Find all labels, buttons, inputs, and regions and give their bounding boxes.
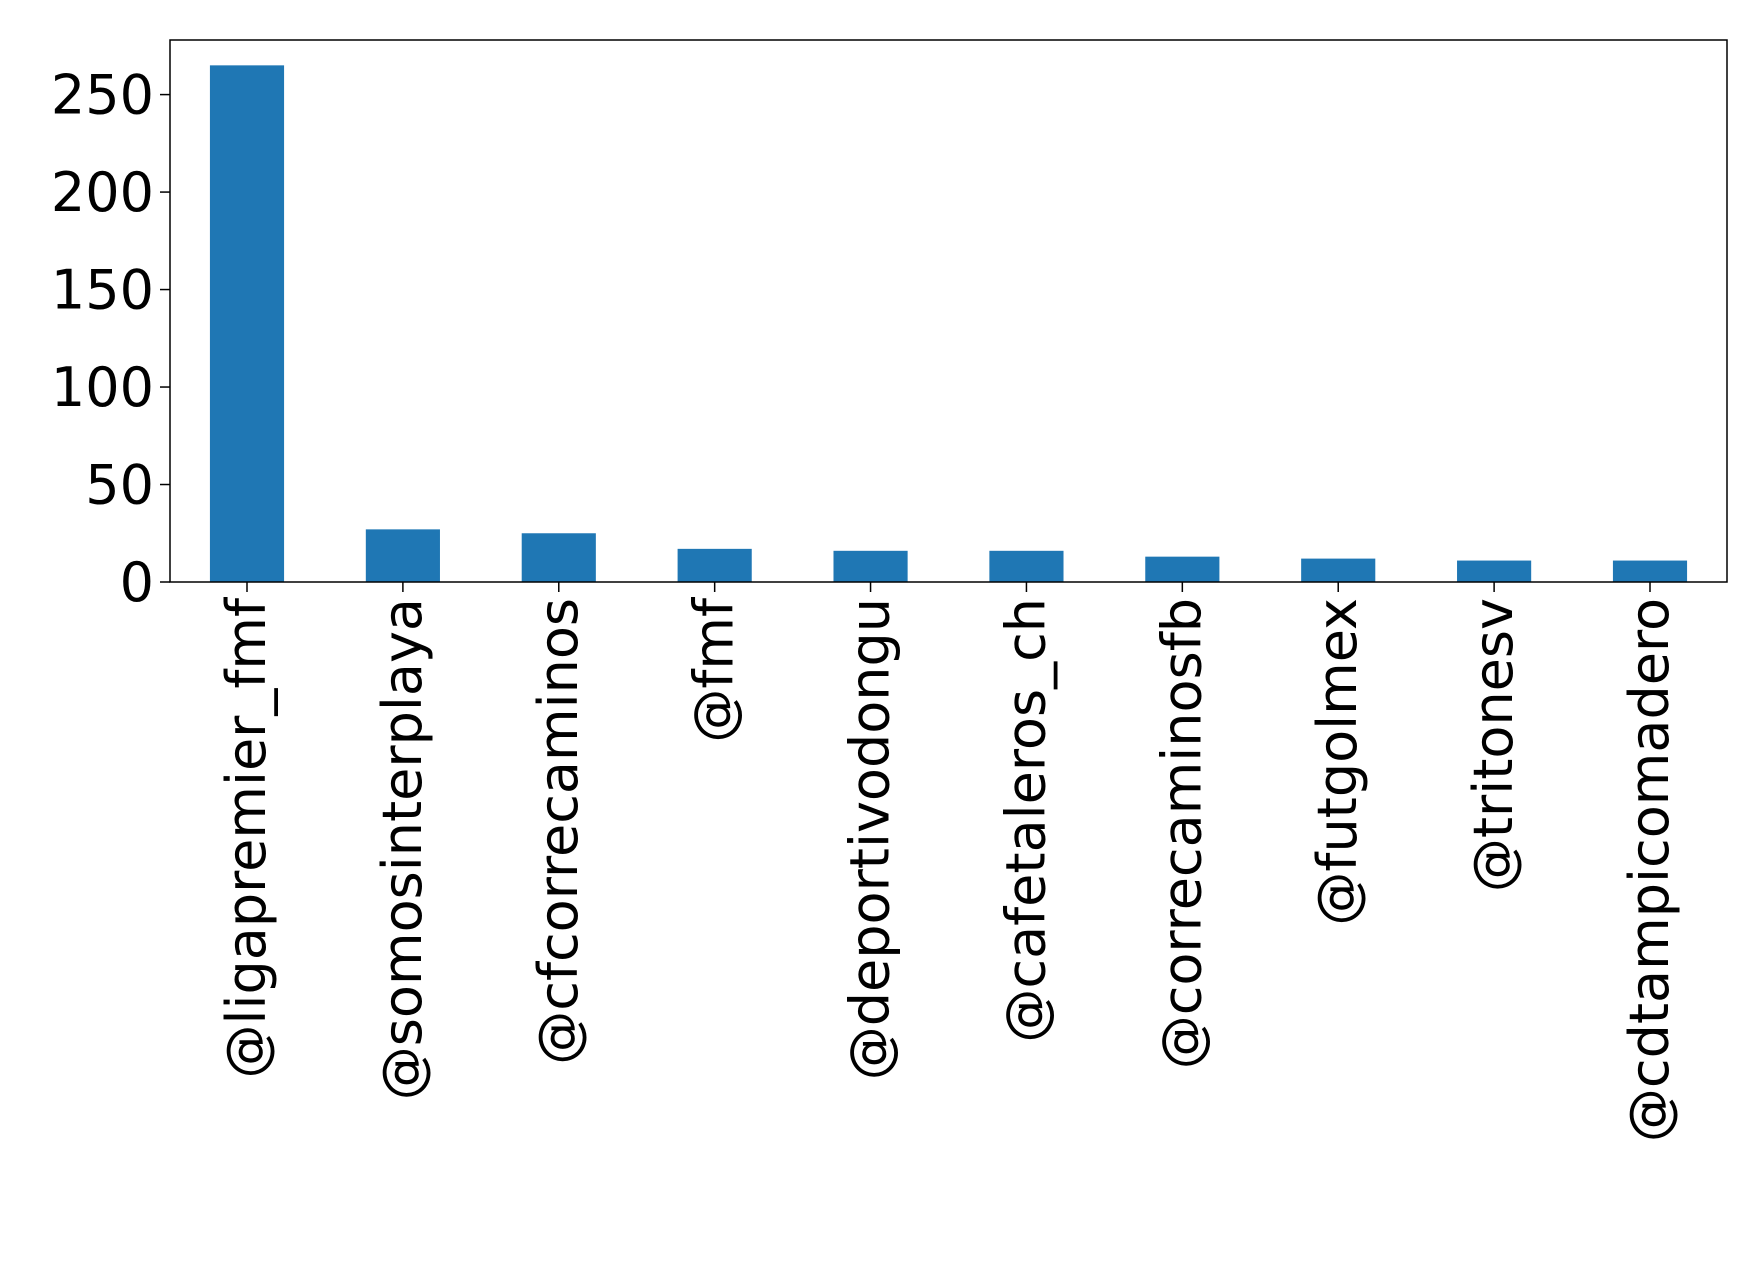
y-tick-label: 250 <box>51 64 154 127</box>
bar-cdtampicomadero <box>1612 560 1688 582</box>
bar-ligapremier-fmf <box>209 65 285 582</box>
x-axis: @ligapremier_fmf @somosinterplaya @cfcorre… <box>215 582 1681 1142</box>
x-tick-label: @cfcorrecaminos <box>527 598 590 1065</box>
x-tick-label: @deportivodongu <box>839 598 902 1080</box>
plot-frame <box>169 39 1728 583</box>
y-tick-label: 50 <box>85 454 154 517</box>
x-tick-label: @fmf <box>683 596 746 743</box>
x-tick-label: @cafetaleros_ch <box>994 598 1057 1043</box>
bar-cafetaleros-ch <box>989 550 1064 582</box>
bar-fmf <box>677 548 752 582</box>
y-tick-label: 200 <box>51 161 154 224</box>
x-tick-label: @ligapremier_fmf <box>215 596 278 1079</box>
bar-tritonesv <box>1457 560 1532 582</box>
bar-cfcorrecaminos <box>521 533 596 582</box>
x-tick-label: @correcaminosfb <box>1150 598 1213 1069</box>
bar-correcaminosfb <box>1145 556 1220 582</box>
y-tick-label: 150 <box>51 259 154 322</box>
bars-layer <box>209 65 1688 582</box>
y-tick-label: 0 <box>120 551 154 614</box>
bar-futgolmex <box>1301 558 1376 582</box>
y-axis: 0 50 100 150 200 250 <box>51 64 170 614</box>
bar-deportivodongu <box>833 550 908 582</box>
y-tick-label: 100 <box>51 356 154 419</box>
x-tick-label: @somosinterplaya <box>371 598 434 1100</box>
x-tick-label: @tritonesv <box>1462 598 1525 892</box>
x-tick-label: @cdtampicomadero <box>1618 598 1681 1142</box>
x-tick-label: @futgolmex <box>1306 598 1369 926</box>
bar-somosinterplaya <box>365 529 440 582</box>
